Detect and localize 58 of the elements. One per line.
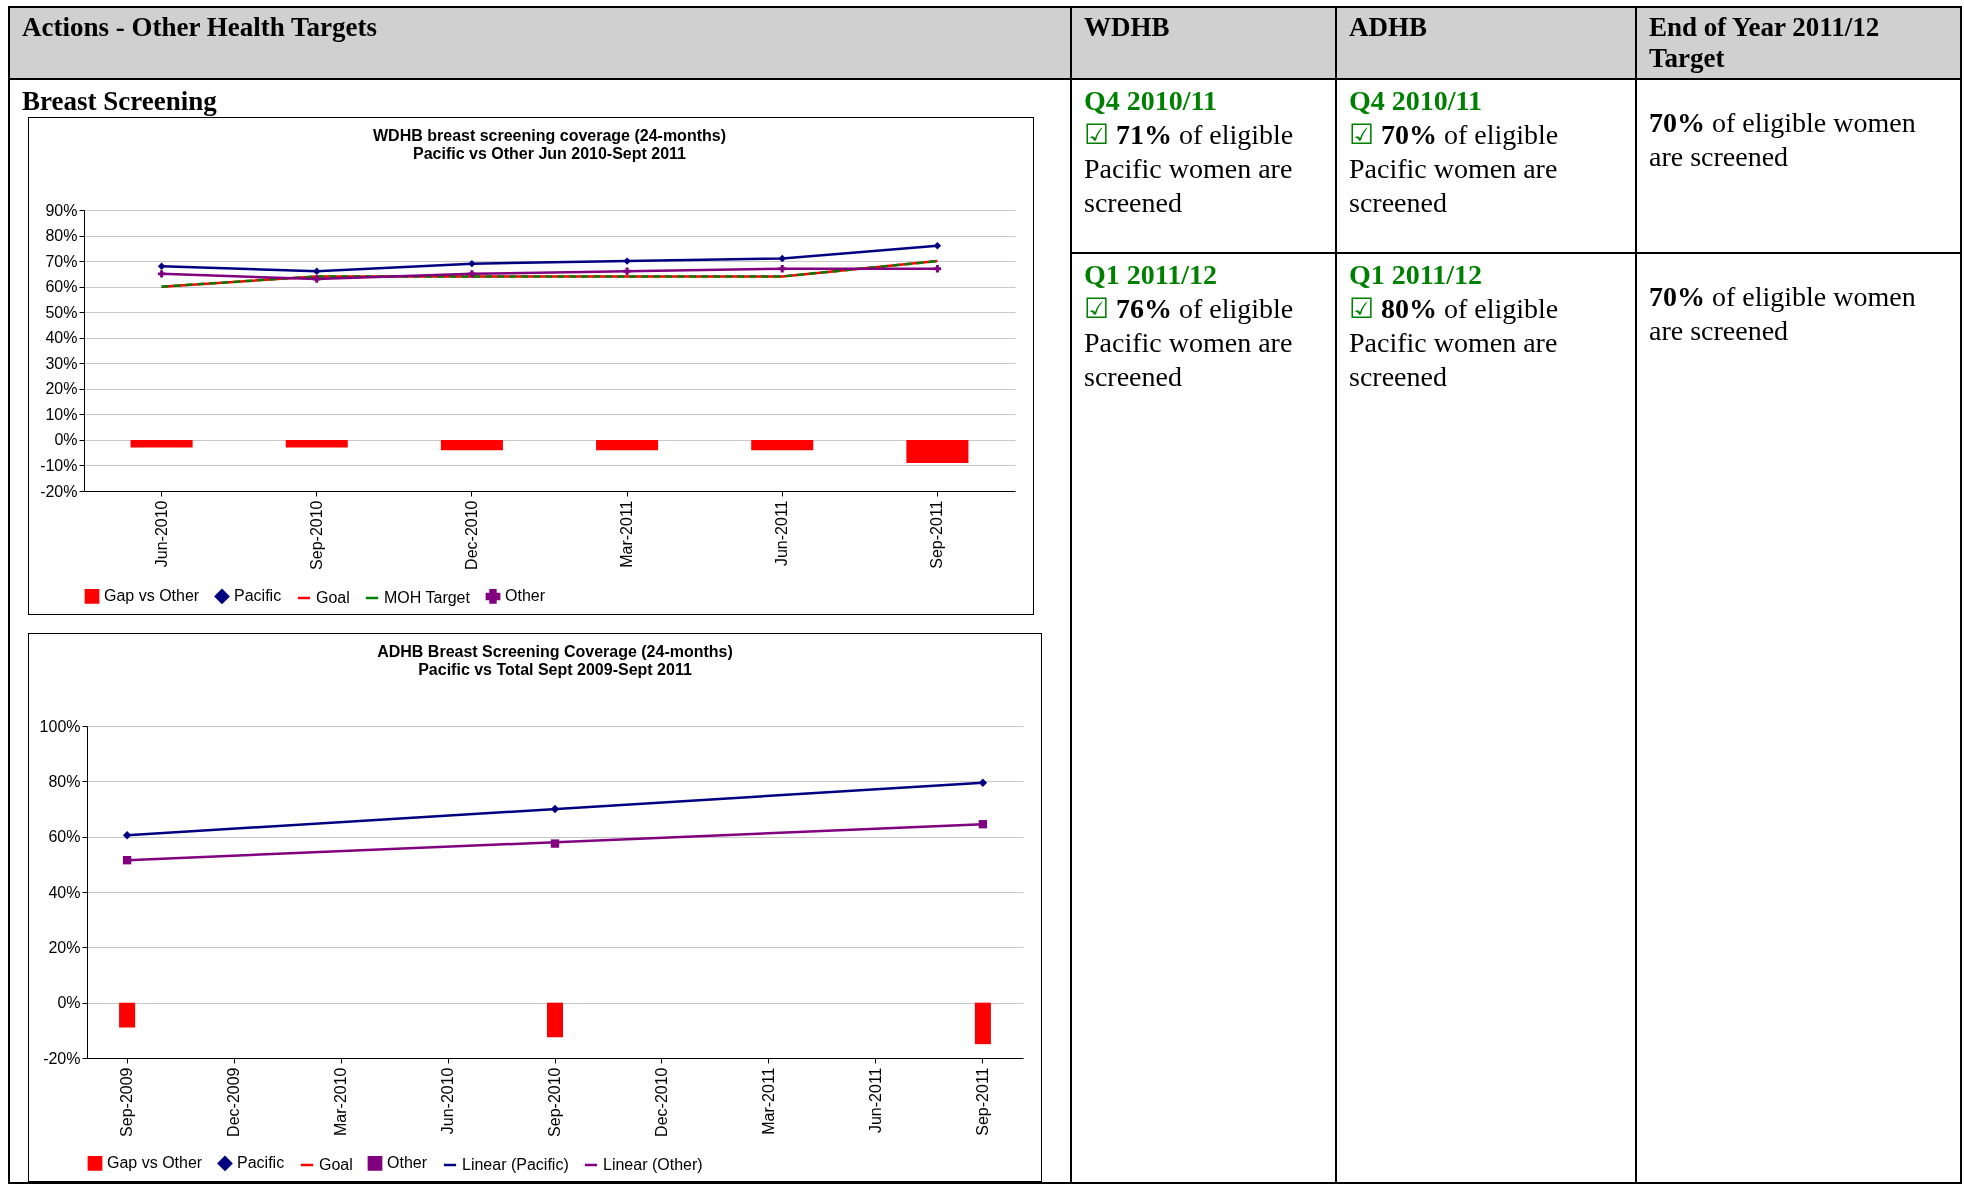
legend-label: Goal bbox=[316, 589, 350, 606]
text: Q4 2010/11 ☑ 71% of eligible Pacific women are screened bbox=[1084, 84, 1295, 220]
y-tick-label: 80% bbox=[48, 772, 81, 790]
x-tick-label: Dec-2010 bbox=[462, 500, 480, 570]
y-tick-label: -10% bbox=[40, 456, 78, 474]
x-tick-label: Mar-2010 bbox=[332, 1067, 350, 1136]
legend-label: Pacific bbox=[237, 1154, 285, 1172]
y-tick-label: 60% bbox=[45, 278, 78, 296]
category-label: ADHB bbox=[1336, 7, 1636, 79]
legend-label: Other bbox=[505, 587, 546, 605]
x-tick-label: Jun-2011 bbox=[773, 500, 791, 567]
legend-label: Other bbox=[387, 1154, 428, 1172]
legend-label: Gap vs Other bbox=[104, 587, 200, 605]
y-tick-label: 20% bbox=[45, 380, 78, 398]
chart-title: ADHB Breast Screening Coverage (24-months) Pacific vs Total Sept 2009-Sept 2011 bbox=[377, 643, 733, 678]
y-tick-label: 40% bbox=[45, 329, 78, 347]
x-tick-label: Sep-2011 bbox=[928, 500, 946, 569]
text: Actions - Other Health Targets bbox=[9, 7, 1071, 79]
y-tick-label: 90% bbox=[45, 201, 78, 219]
y-tick-label: 0% bbox=[54, 431, 78, 449]
category-label: WDHB bbox=[1071, 7, 1336, 79]
legend-label: Linear (Other) bbox=[603, 1156, 703, 1173]
legend-label: Goal bbox=[319, 1156, 353, 1173]
category-label: End of Year 2011/12 Target bbox=[1636, 7, 1961, 79]
y-tick-label: 100% bbox=[39, 717, 81, 735]
text: Q1 2011/12 ☑ 80% of eligible Pacific women are screened bbox=[1349, 258, 1560, 394]
x-tick-label: Sep-2010 bbox=[546, 1067, 563, 1137]
y-tick-label: 30% bbox=[45, 354, 78, 372]
y-tick-label: -20% bbox=[43, 1049, 81, 1067]
y-tick-label: 50% bbox=[45, 303, 78, 321]
legend-label: MOH Target bbox=[384, 589, 471, 606]
y-tick-label: 10% bbox=[45, 405, 78, 423]
legend-label: Gap vs Other bbox=[107, 1154, 203, 1172]
x-tick-label: Dec-2010 bbox=[652, 1067, 670, 1137]
x-tick-label: Jun-2010 bbox=[439, 1067, 457, 1135]
y-tick-label: 70% bbox=[45, 252, 78, 270]
y-tick-label: 0% bbox=[57, 994, 81, 1012]
x-tick-label: Jun-2010 bbox=[152, 500, 170, 568]
y-tick-label: 20% bbox=[48, 938, 81, 956]
x-tick-label: Mar-2011 bbox=[759, 1067, 777, 1135]
x-tick-label: Dec-2009 bbox=[225, 1067, 243, 1137]
text: 70% of eligible women are screened bbox=[1649, 106, 1917, 174]
x-tick-label: Sep-2010 bbox=[307, 500, 325, 570]
text: Q4 2010/11 ☑ 70% of eligible Pacific women are screened bbox=[1349, 84, 1560, 220]
x-tick-label: Jun-2011 bbox=[866, 1067, 884, 1134]
legend-label: Pacific bbox=[234, 587, 282, 605]
legend-label: Linear (Pacific) bbox=[462, 1156, 569, 1173]
text: Q1 2011/12 ☑ 76% of eligible Pacific women are screened bbox=[1084, 258, 1295, 394]
x-tick-label: Sep-2011 bbox=[973, 1067, 991, 1136]
y-tick-label: 60% bbox=[48, 828, 81, 846]
x-tick-label: Sep-2009 bbox=[118, 1067, 136, 1137]
y-tick-label: -20% bbox=[40, 482, 78, 500]
text: 70% of eligible women are screened bbox=[1649, 280, 1917, 348]
text: Breast Screening bbox=[22, 85, 218, 118]
x-tick-label: Mar-2011 bbox=[618, 500, 636, 568]
y-tick-label: 40% bbox=[48, 883, 81, 901]
chart-title: WDHB breast screening coverage (24-months) Pacific vs Other Jun 2010-Sept 2011 bbox=[373, 127, 726, 162]
y-tick-label: 80% bbox=[45, 227, 78, 245]
